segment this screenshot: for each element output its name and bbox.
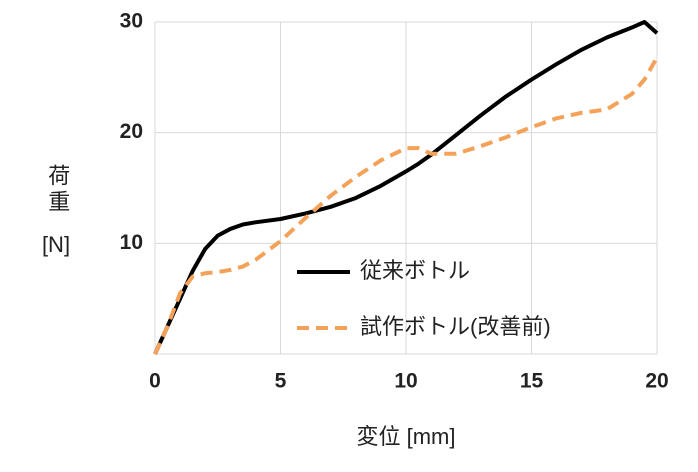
data-line — [153, 56, 659, 355]
x-tick-label: 0 — [149, 370, 161, 393]
x-tick-label: 20 — [645, 370, 668, 393]
y-axis-unit: [N] — [42, 232, 70, 257]
y-tick-label: 20 — [120, 120, 143, 143]
x-tick-label: 15 — [520, 370, 544, 393]
data-line — [153, 20, 659, 355]
y-tick-label: 30 — [120, 10, 143, 33]
y-tick-label: 10 — [120, 231, 143, 254]
legend-label: 従来ボトル — [360, 258, 470, 283]
x-axis-label: 変位 [mm] — [357, 424, 456, 449]
legend-label: 試作ボトル(改善前) — [360, 314, 551, 339]
x-tick-label: 10 — [394, 370, 417, 393]
x-tick-label: 5 — [275, 370, 287, 393]
y-axis-label: 荷重 — [45, 164, 70, 216]
